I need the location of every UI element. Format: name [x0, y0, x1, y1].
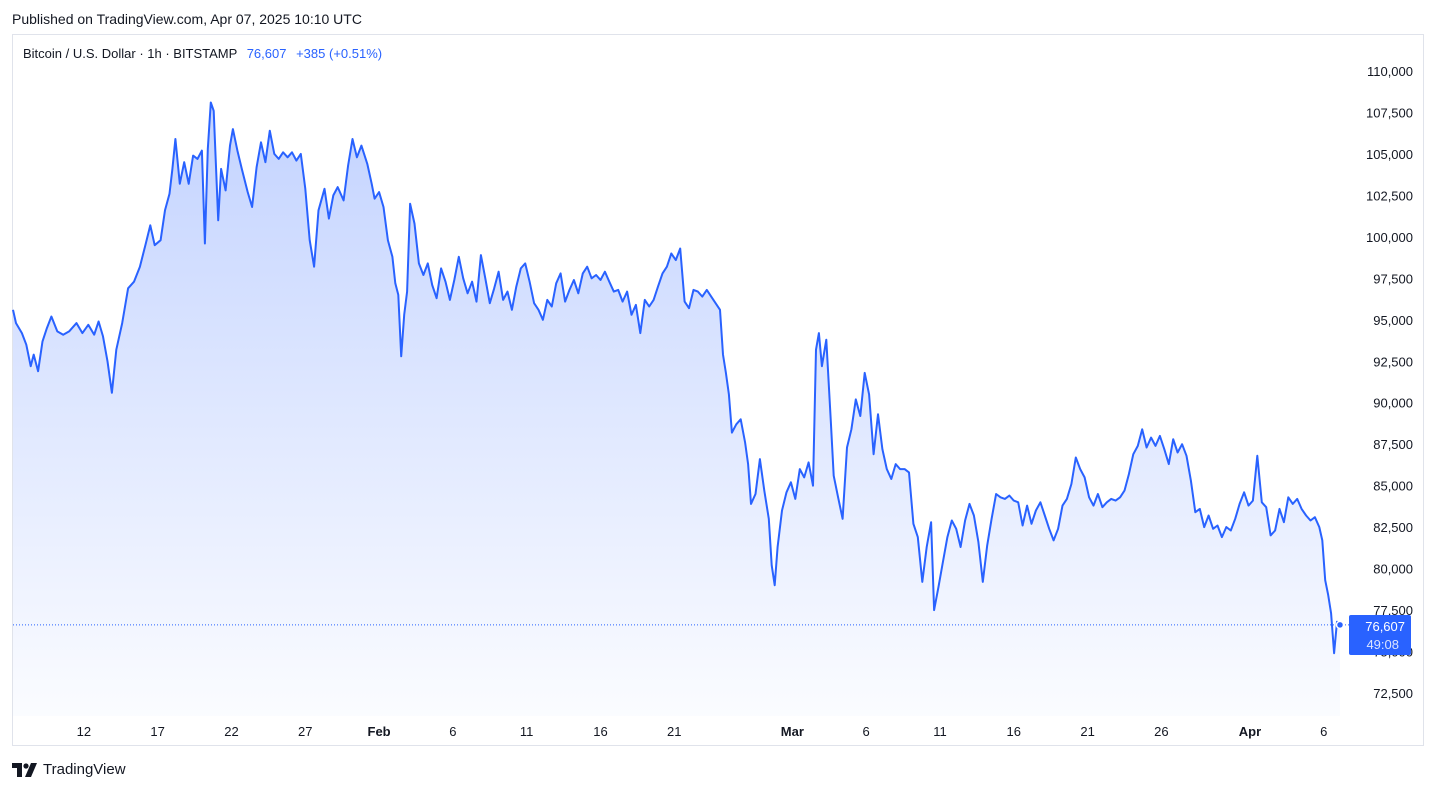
y-tick-label: 77,500 [1373, 603, 1413, 618]
y-tick-label: 90,000 [1373, 396, 1413, 411]
x-tick-label: 21 [1080, 724, 1094, 739]
y-tick-label: 110,000 [1367, 64, 1413, 79]
price-area [13, 102, 1340, 716]
symbol-legend: Bitcoin / U.S. Dollar · 1h · BITSTAMP 76… [23, 46, 382, 61]
x-tick-label: 22 [224, 724, 238, 739]
y-tick-label: 72,500 [1373, 686, 1413, 701]
y-tick-label: 95,000 [1373, 313, 1413, 328]
x-tick-label: 11 [933, 724, 947, 739]
legend-last-price: 76,607 [246, 46, 287, 61]
x-tick-label: 27 [298, 724, 312, 739]
x-tick-label: Mar [781, 724, 804, 739]
x-tick-label: 16 [593, 724, 607, 739]
brand-name: TradingView [43, 761, 126, 778]
x-tick-label: Apr [1239, 724, 1261, 739]
x-tick-label: 12 [77, 724, 91, 739]
x-tick-label: 6 [1320, 724, 1327, 739]
y-tick-label: 92,500 [1373, 354, 1413, 369]
y-tick-label: 102,500 [1366, 188, 1413, 203]
y-tick-label: 85,000 [1373, 479, 1413, 494]
y-tick-label: 107,500 [1366, 105, 1413, 120]
legend-change: +385 (+0.51%) [296, 46, 383, 61]
price-tag-value: 76,607 [1365, 619, 1405, 634]
legend-symbol: Bitcoin / U.S. Dollar · 1h · BITSTAMP [23, 46, 238, 61]
y-tick-label: 97,500 [1373, 271, 1413, 286]
y-tick-label: 87,500 [1373, 437, 1413, 452]
time-axis[interactable]: 12 17 22 27 Feb 6 11 16 21 Mar 6 11 16 21 26 Apr 6 [77, 724, 1328, 739]
price-tag-countdown: 49:08 [1366, 637, 1399, 652]
price-line [12, 101, 1341, 655]
tradingview-logo-icon [12, 762, 37, 777]
price-tag: 76,607 49:08 [1349, 615, 1411, 655]
x-tick-label: 6 [449, 724, 456, 739]
last-price-dot [1335, 620, 1345, 630]
x-tick-label: 6 [863, 724, 870, 739]
brand-footer[interactable]: TradingView [12, 761, 126, 778]
published-caption: Published on TradingView.com, Apr 07, 20… [12, 11, 362, 27]
y-tick-label: 82,500 [1373, 520, 1413, 535]
x-tick-label: 11 [520, 724, 534, 739]
y-tick-label: 105,000 [1366, 147, 1413, 162]
y-tick-label: 100,000 [1366, 230, 1413, 245]
x-tick-label: 17 [150, 724, 164, 739]
chart-frame [12, 34, 1424, 746]
price-axis[interactable]: 72,50075,00077,50080,00082,50085,00087,5… [1366, 64, 1413, 701]
x-tick-label: Feb [368, 724, 391, 739]
x-tick-label: 16 [1007, 724, 1021, 739]
y-tick-label: 80,000 [1373, 562, 1413, 577]
x-tick-label: 21 [667, 724, 681, 739]
x-tick-label: 26 [1154, 724, 1168, 739]
